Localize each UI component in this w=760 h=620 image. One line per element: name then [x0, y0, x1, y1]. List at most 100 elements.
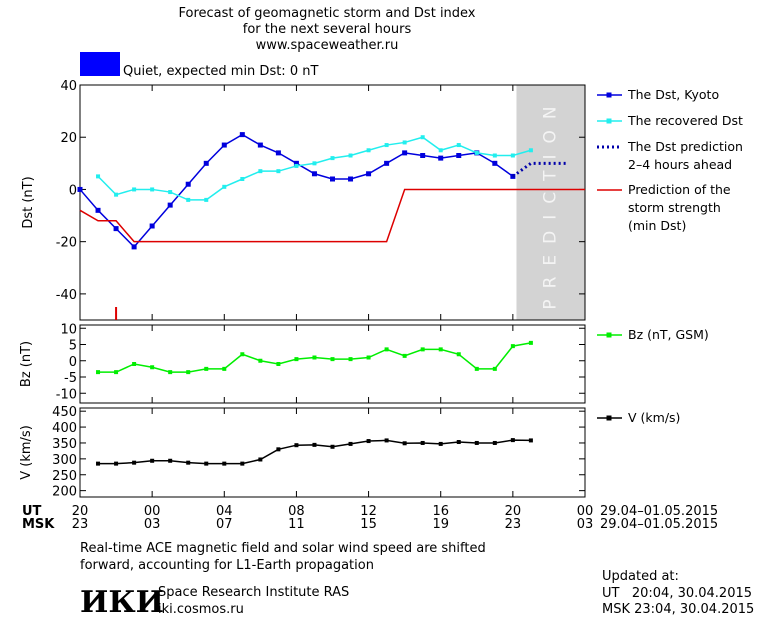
series-line: [97, 136, 532, 201]
data-point: [474, 150, 479, 155]
data-point: [258, 358, 263, 363]
data-point: [96, 370, 101, 375]
data-point: [528, 340, 533, 345]
data-point: [149, 223, 155, 229]
data-point: [114, 192, 119, 197]
updated-line: MSK 23:04, 30.04.2015: [602, 602, 755, 617]
x-tick-label: 12: [360, 504, 377, 519]
data-point: [492, 366, 497, 371]
data-point: [222, 461, 227, 466]
data-point: [240, 461, 245, 466]
x-tick-label: 00: [144, 504, 161, 519]
data-point: [132, 460, 137, 465]
y-tick-label: -20: [56, 236, 77, 251]
x2-tick-label: 15: [360, 517, 377, 532]
data-point: [240, 177, 245, 181]
x2-axis-label: MSK: [22, 517, 55, 532]
data-point: [312, 442, 317, 447]
y-tick-label: 200: [52, 485, 77, 500]
y-tick-label: -5: [64, 371, 77, 386]
title-line: for the next several hours: [243, 22, 412, 37]
data-point: [240, 352, 245, 357]
data-point: [528, 438, 533, 443]
data-point: [366, 148, 371, 153]
data-point: [294, 443, 299, 448]
panel-frame: [79, 324, 586, 404]
data-point: [294, 357, 299, 362]
x-axis-label: UT: [22, 504, 42, 519]
prediction-label: PREDICTION: [541, 95, 561, 309]
data-point: [77, 186, 83, 192]
x2-tick-label: 23: [72, 517, 89, 532]
x-date: 29.04–01.05.2015: [600, 504, 718, 519]
y-tick-label: 5: [69, 339, 77, 354]
data-point: [456, 352, 461, 357]
data-point: [258, 457, 263, 462]
data-point: [492, 160, 498, 166]
y-tick-label: 250: [52, 469, 77, 484]
data-point: [185, 181, 191, 187]
data-point: [474, 440, 479, 445]
x2-tick-label: 11: [288, 517, 305, 532]
data-point: [293, 160, 299, 166]
data-point: [150, 458, 155, 463]
data-point: [420, 153, 426, 158]
series-line: [79, 188, 585, 243]
data-point: [456, 153, 462, 158]
data-point: [420, 440, 425, 445]
x2-tick-label: 19: [432, 517, 449, 532]
legend-marker: [606, 92, 612, 98]
legend-marker: [606, 415, 612, 421]
data-point: [150, 365, 155, 370]
data-point: [510, 344, 515, 349]
data-point: [113, 226, 119, 232]
prediction-band: [516, 85, 585, 320]
data-point: [114, 370, 119, 375]
data-point: [168, 370, 173, 375]
data-point: [330, 444, 335, 449]
x-tick-label: 04: [216, 504, 233, 519]
data-point: [95, 207, 101, 213]
y-tick-label: 0: [69, 355, 77, 370]
data-point: [420, 135, 425, 140]
y-tick-label: 10: [60, 322, 77, 337]
x-tick-label: 20: [72, 504, 89, 519]
data-point: [438, 155, 444, 161]
data-point: [402, 150, 408, 156]
legend-label: V (km/s): [628, 410, 681, 425]
status-text: Quiet, expected min Dst: 0 nT: [123, 64, 318, 79]
data-point: [366, 171, 372, 177]
data-point: [131, 244, 137, 250]
data-point: [402, 441, 407, 446]
data-point: [312, 355, 317, 360]
data-point: [168, 190, 173, 195]
data-point: [150, 187, 155, 192]
data-point: [330, 156, 335, 161]
y-tick-label: 300: [52, 453, 77, 468]
legend-label: The recovered Dst: [628, 113, 743, 128]
data-point: [438, 148, 443, 153]
data-point: [132, 362, 137, 366]
data-point: [492, 440, 497, 445]
data-point: [366, 355, 371, 360]
data-point: [203, 160, 209, 166]
data-point: [132, 187, 137, 192]
series-line: [79, 133, 514, 248]
data-point: [384, 160, 390, 166]
x2-tick-label: 03: [577, 517, 594, 532]
data-point: [528, 148, 533, 153]
y-tick-label: -40: [56, 288, 77, 303]
logo: ИКИ: [80, 585, 164, 620]
data-point: [96, 174, 101, 179]
data-point: [402, 353, 407, 358]
updated-line: Updated at:: [602, 569, 679, 584]
note-line: forward, accounting for L1-Earth propaga…: [80, 558, 374, 573]
data-point: [366, 439, 371, 444]
panel-frame: [79, 84, 586, 321]
data-point: [96, 461, 101, 466]
data-point: [222, 366, 227, 371]
data-point: [492, 153, 497, 158]
data-point: [294, 163, 299, 168]
